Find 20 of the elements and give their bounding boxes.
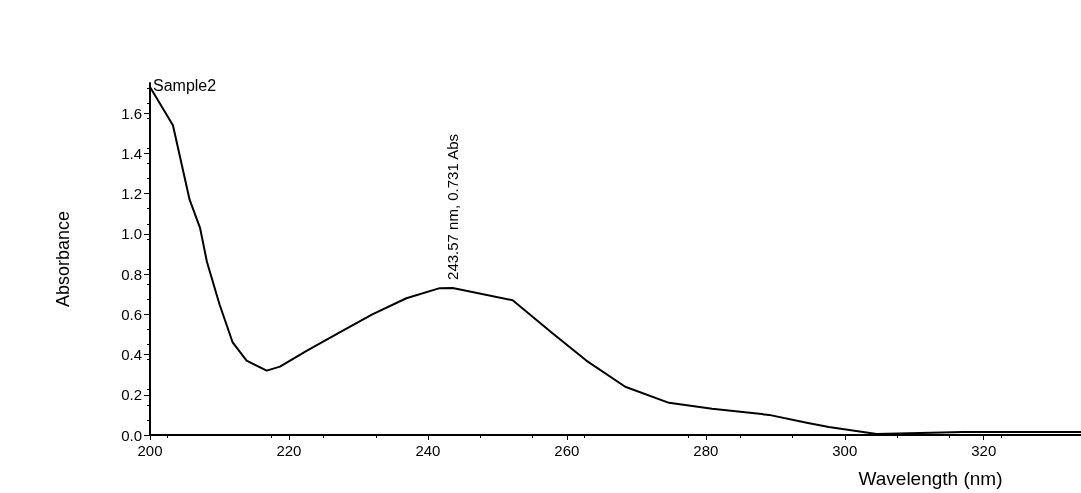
x-tick-label: 200 (137, 442, 163, 459)
y-tick-label: 0.0 (121, 426, 142, 444)
x-tick-label: 240 (415, 442, 441, 459)
x-axis-title: Wavelength (nm) (858, 468, 1003, 489)
y-tick-label: 0.2 (121, 386, 142, 404)
y-tick-label: 0.8 (121, 265, 142, 283)
y-tick-label: 1.6 (121, 104, 142, 122)
series-label: Sample2 (153, 76, 217, 94)
y-tick-label: 0.6 (121, 305, 142, 323)
x-tick-label: 260 (554, 442, 580, 459)
y-tick-label: 1.0 (121, 225, 142, 243)
y-tick-label: 0.4 (121, 346, 142, 364)
y-tick-label: 1.4 (121, 144, 142, 162)
annotation: 243.57 nm, 0.731 Abs (444, 134, 462, 280)
x-tick-label: 320 (971, 442, 997, 459)
x-tick-label: 280 (693, 442, 719, 459)
x-tick-label: 220 (276, 442, 302, 459)
y-axis-title: Absorbance (53, 210, 73, 308)
x-tick-label: 300 (832, 442, 858, 459)
y-tick-label: 1.2 (121, 185, 142, 203)
